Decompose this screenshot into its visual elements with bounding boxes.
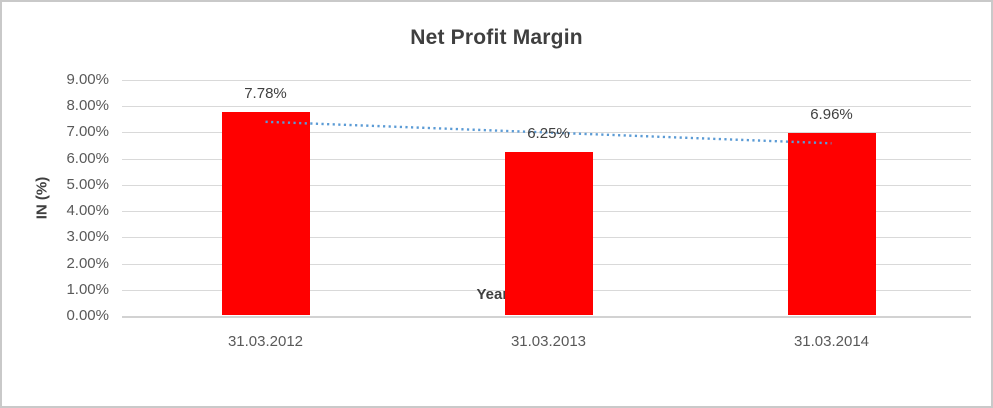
y-axis-tick-label: 3.00% <box>66 228 109 246</box>
y-axis-tick-label: 7.00% <box>66 123 109 141</box>
y-axis-tick-label: 2.00% <box>66 254 109 272</box>
chart-title: Net Profit Margin <box>410 26 583 49</box>
bar-31.03.2013 <box>504 152 593 315</box>
y-axis-tick-label: 8.00% <box>66 97 109 115</box>
x-axis-tick-label: 31.03.2013 <box>510 333 587 350</box>
y-axis-tick-label: 6.00% <box>66 149 109 167</box>
bar-31.03.2012 <box>221 111 310 315</box>
gridline <box>122 106 971 108</box>
trendline <box>265 120 832 145</box>
x-axis-tick-label: 31.03.2014 <box>793 333 870 350</box>
gridline <box>122 80 971 81</box>
data-label: 6.96% <box>810 106 853 124</box>
y-axis-tick-label: 0.00% <box>66 307 109 324</box>
data-label: 6.25% <box>527 125 570 143</box>
y-axis-tick-label: 5.00% <box>66 175 109 193</box>
data-label: 7.78% <box>244 84 287 102</box>
plot-area: 0.00% 1.00% 2.00% 3.00% 4.00% 5.00% 6.00% 7.00%… <box>66 71 971 350</box>
x-axis-line <box>122 316 971 318</box>
y-axis-tick-label: 9.00% <box>66 71 109 88</box>
y-axis-tick-label: 4.00% <box>66 202 109 220</box>
x-axis-tick-label: 31.03.2012 <box>227 333 304 350</box>
y-axis-tick-label: 1.00% <box>66 280 109 298</box>
bar-31.03.2014 <box>787 133 876 315</box>
